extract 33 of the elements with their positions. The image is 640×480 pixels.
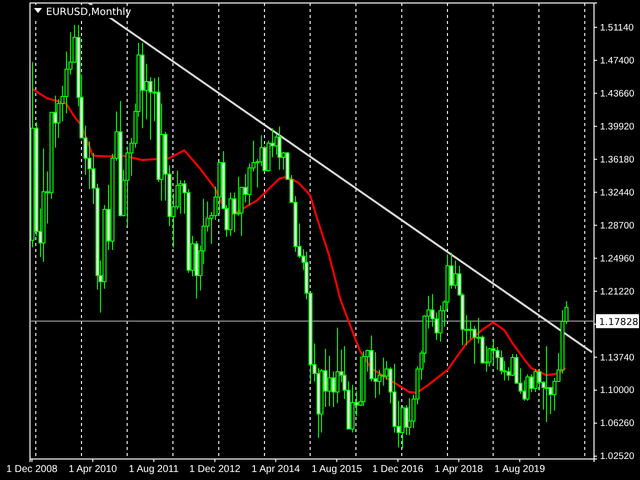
- y-tick-label: 1.43660: [600, 88, 634, 100]
- candlestick: [468, 320, 472, 340]
- x-tick-label: 1 Aug 2019: [494, 464, 546, 476]
- y-tick-label: 1.36180: [600, 154, 634, 166]
- x-tick-label: 1 Dec 2012: [189, 464, 241, 476]
- y-tick-label: 1.32440: [600, 187, 634, 198]
- ref-line-label: 1.17828: [599, 317, 638, 328]
- y-tick-label: 1.13740: [600, 352, 634, 364]
- candlestick: [278, 126, 282, 170]
- chart-title: EURUSD,Monthly: [46, 7, 132, 18]
- y-tick-label: 1.51140: [600, 22, 634, 34]
- candlestick: [408, 398, 412, 436]
- y-tick-label: 1.06260: [600, 418, 634, 430]
- y-tick-label: 1.39920: [600, 121, 634, 132]
- candlestick: [336, 327, 340, 404]
- x-tick-label: 1 Apr 2018: [434, 464, 484, 476]
- candlestick: [544, 346, 548, 422]
- y-tick-label: 1.10000: [600, 385, 634, 396]
- y-tick-label: 1.24960: [600, 253, 634, 264]
- x-tick-label: 1 Apr 2014: [252, 464, 300, 476]
- y-tick-label: 1.47400: [600, 55, 634, 66]
- line-series: [30, 88, 567, 394]
- y-tick-label: 1.02520: [600, 451, 634, 462]
- y-tick-label: 1.28700: [600, 220, 634, 232]
- x-tick-label: 1 Aug 2015: [311, 464, 362, 476]
- candlestick: [526, 374, 530, 402]
- candlestick: [328, 355, 332, 407]
- x-tick-label: 1 Apr 2010: [68, 464, 118, 476]
- y-tick-label: 1.21220: [600, 286, 634, 298]
- x-tick-label: 1 Aug 2011: [128, 464, 180, 476]
- x-tick-label: 1 Dec 2016: [372, 464, 424, 476]
- x-tick-label: 1 Dec 2008: [6, 464, 58, 476]
- candlestick: [534, 368, 538, 392]
